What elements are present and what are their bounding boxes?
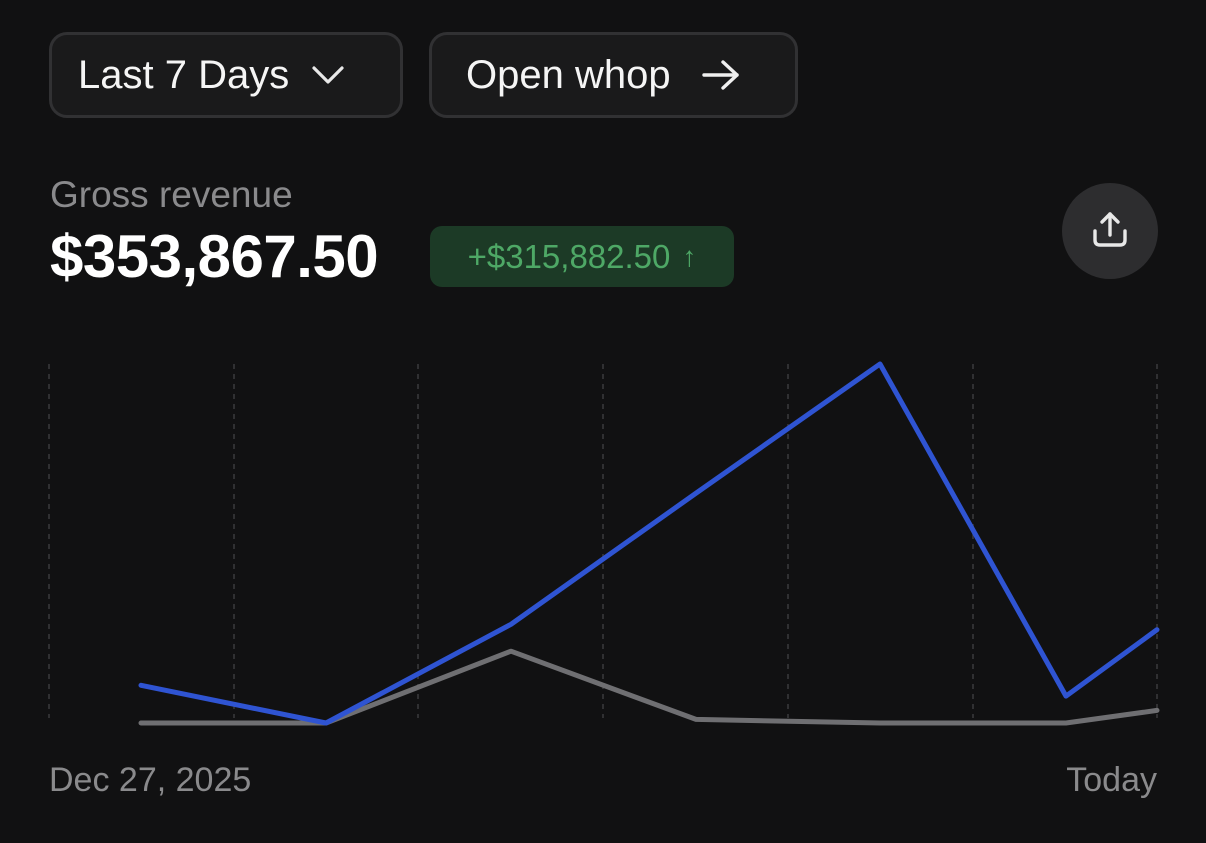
series-previous-line: [138, 648, 1160, 726]
open-whop-label: Open whop: [466, 52, 671, 97]
metric-value: $353,867.50: [50, 223, 379, 290]
x-axis-start-label: Dec 27, 2025: [49, 761, 252, 799]
date-range-label: Last 7 Days: [78, 52, 290, 97]
date-range-dropdown[interactable]: Last 7 Days: [49, 32, 403, 118]
x-axis-end-label: Today: [1066, 761, 1157, 799]
chevron-down-icon: [311, 64, 345, 86]
arrow-right-icon: [701, 59, 741, 91]
share-button[interactable]: [1062, 183, 1158, 279]
delta-arrow: ↑: [682, 240, 697, 272]
open-whop-button[interactable]: Open whop: [429, 32, 798, 118]
share-upload-icon: [1090, 209, 1130, 254]
metric-label: Gross revenue: [50, 174, 293, 215]
delta-badge: +$315,882.50 ↑: [430, 226, 734, 287]
delta-value: +$315,882.50: [467, 237, 671, 275]
series-current-line: [138, 361, 1160, 726]
